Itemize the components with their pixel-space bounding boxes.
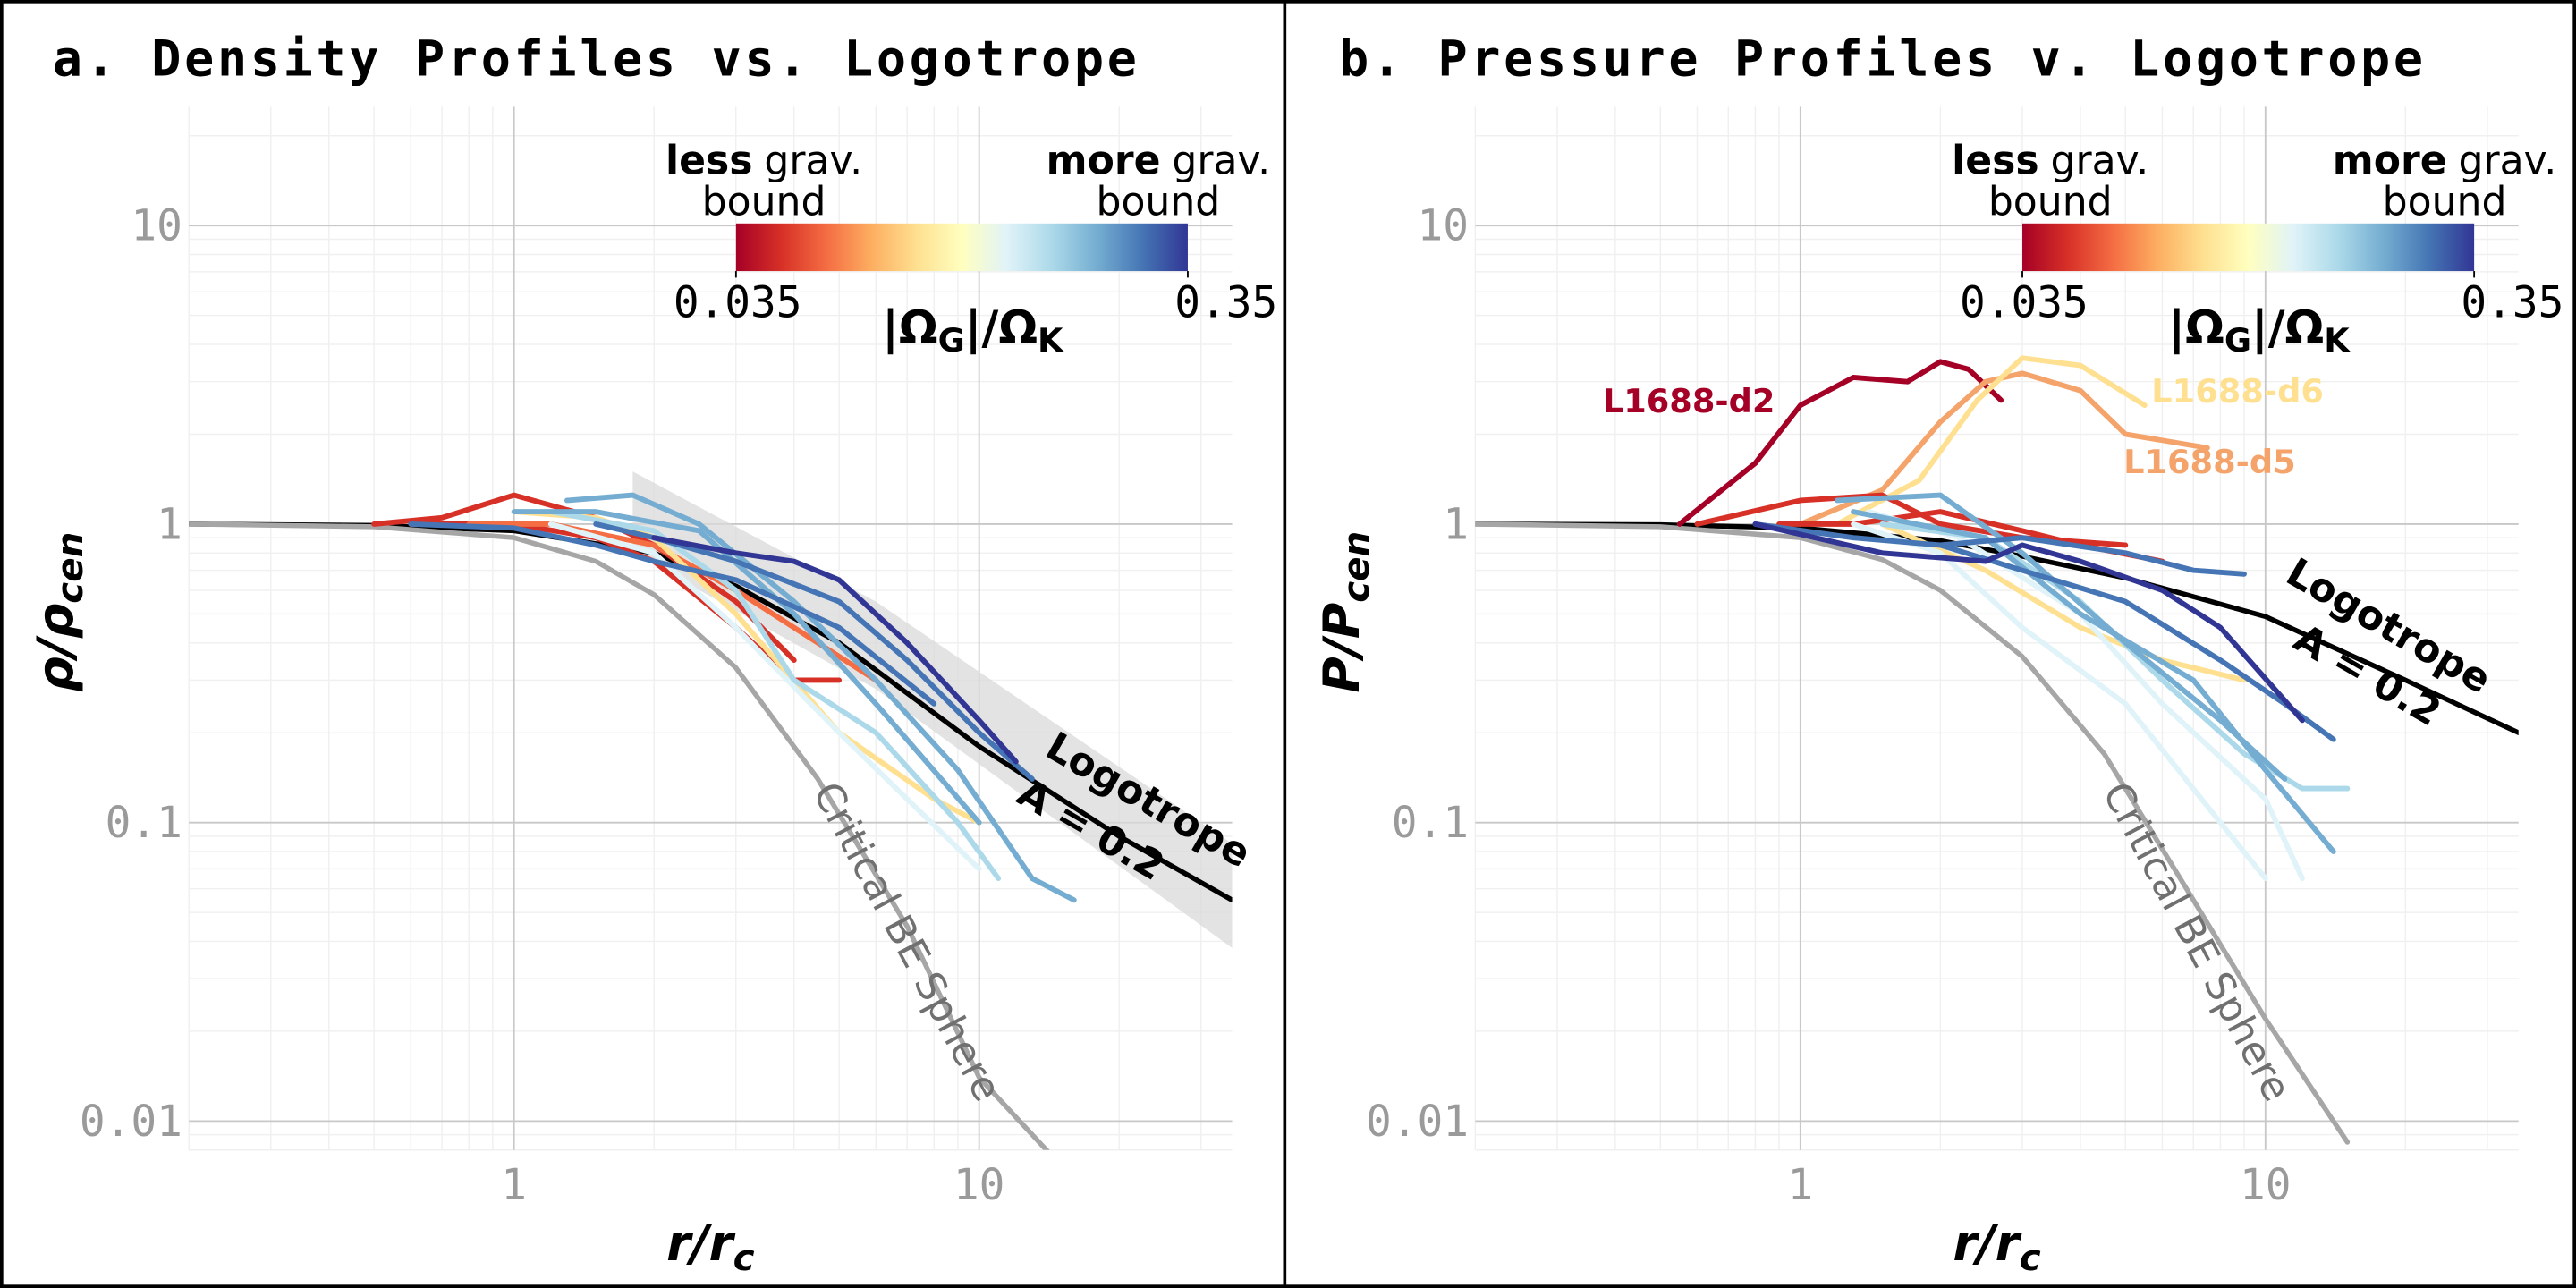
bold-part: less	[1952, 139, 2038, 184]
colorbar-label: |ΩG|/ΩK	[2168, 301, 2351, 360]
bold-part: less	[665, 139, 752, 184]
profile-line	[466, 521, 879, 683]
x-tick-label: 10	[953, 1161, 1005, 1210]
model-curve	[189, 521, 1233, 903]
profile-line	[511, 509, 982, 826]
y-tick-label: 0.1	[106, 799, 182, 848]
colorbar	[2022, 223, 2475, 272]
colorbar-tick-label: 0.035	[1960, 278, 2089, 327]
label-part: |/Ω	[965, 301, 1038, 355]
label-part: grav.	[2051, 139, 2149, 184]
profile-line	[564, 492, 1077, 903]
y-tick-label: 0.1	[1392, 799, 1469, 848]
y-tick-label: 10	[131, 202, 182, 251]
profile-line	[547, 521, 982, 872]
x-tick-label: 10	[2240, 1161, 2292, 1210]
subscript: G	[2224, 321, 2251, 360]
y-tick-label: 0.01	[80, 1097, 182, 1147]
plot-area	[189, 471, 1233, 1150]
label-part: r/r	[1953, 1215, 2022, 1272]
bold-part: more	[1046, 139, 1161, 184]
colorbar-end-label: bound	[1096, 180, 1220, 225]
panel: a. Density Profiles vs. Logotrope 1 10 0.01…	[27, 30, 1277, 1278]
subscript: c	[733, 1236, 755, 1279]
label-part: |Ω	[882, 301, 937, 355]
profile-line	[1851, 521, 2268, 882]
colorbar-end-label: more grav.	[1046, 139, 1271, 184]
colorbar-end-label: bound	[702, 180, 826, 225]
profile-line	[651, 535, 1019, 765]
x-axis-label: r/rc	[666, 1215, 754, 1279]
panel: b. Pressure Profiles v. Logotrope 1 10 0.01…	[1313, 30, 2563, 1278]
y-tick-label: 1	[1443, 500, 1469, 549]
colorbar	[735, 223, 1188, 272]
profile-line	[547, 509, 1002, 882]
label-part: ρ/ρ	[27, 604, 84, 692]
y-axis-label: ρ/ρcen	[27, 532, 91, 692]
subscript: c	[2020, 1236, 2041, 1279]
profile-line	[1851, 509, 2336, 854]
colorbar-end-label: less grav.	[665, 139, 862, 184]
profile-line	[1752, 521, 2305, 724]
label-part: grav.	[764, 139, 862, 184]
label-part: r/r	[666, 1215, 736, 1272]
series-label: L1688-d6	[2151, 372, 2324, 411]
label-part: P/P	[1313, 603, 1370, 693]
plot-area	[1475, 355, 2519, 1145]
x-tick-label: 1	[501, 1161, 527, 1210]
subscript: cen	[48, 532, 91, 604]
y-tick-label: 10	[1418, 202, 1469, 251]
colorbar-end-label: bound	[2383, 180, 2507, 225]
subscript: cen	[1335, 531, 1377, 603]
series-label: L1688-d5	[2123, 443, 2296, 481]
subscript: K	[2324, 321, 2351, 360]
x-axis-label: r/rc	[1953, 1215, 2040, 1279]
profile-line	[1752, 521, 2247, 577]
colorbar-tick-label: 0.035	[674, 278, 802, 327]
model-curve	[189, 521, 1050, 1150]
y-axis-label: P/Pcen	[1313, 531, 1377, 693]
profile-line	[408, 521, 937, 707]
profile-line	[1835, 355, 2148, 527]
colorbar-label: |ΩG|/ΩK	[882, 301, 1064, 360]
panel-title: a. Density Profiles vs. Logotrope	[53, 30, 1140, 87]
y-tick-label: 1	[157, 500, 182, 549]
panel-title: b. Pressure Profiles v. Logotrope	[1339, 30, 2427, 87]
model-curve	[1475, 521, 2351, 1145]
colorbar-tick-label: 0.35	[1174, 278, 1277, 327]
profile-line	[1879, 521, 2247, 683]
colorbar-tick-label: 0.35	[2461, 278, 2563, 327]
bold-part: more	[2333, 139, 2447, 184]
colorbar-end-label: less grav.	[1952, 139, 2148, 184]
subscript: K	[1038, 321, 1064, 360]
y-tick-label: 0.01	[1366, 1097, 1469, 1147]
colorbar-end-label: more grav.	[2333, 139, 2557, 184]
profile-line	[1676, 359, 2004, 527]
label-part: grav.	[2459, 139, 2557, 184]
x-tick-label: 1	[1787, 1161, 1813, 1210]
series-label: L1688-d2	[1603, 382, 1775, 420]
colorbar-end-label: bound	[1988, 180, 2113, 225]
label-part: |/Ω	[2251, 301, 2324, 355]
subscript: G	[938, 321, 965, 360]
label-part: |Ω	[2168, 301, 2224, 355]
label-part: grav.	[1172, 139, 1270, 184]
